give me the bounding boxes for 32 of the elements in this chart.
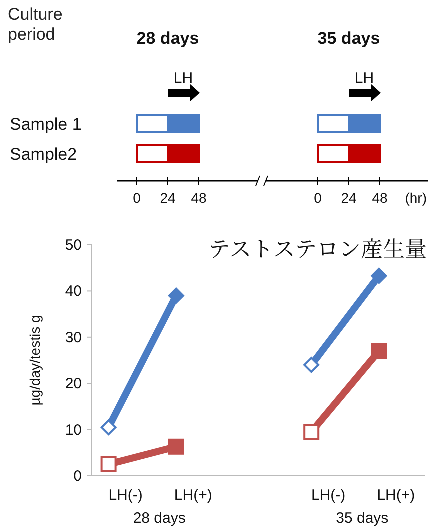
y-tick-label: 40 (65, 283, 82, 300)
text: 48 (191, 190, 207, 206)
text: (hr) (405, 190, 427, 206)
y-axis-title: µg/day/testis g (27, 315, 43, 406)
x-tick-label: LH(-) (312, 487, 346, 504)
text: 0 (133, 190, 142, 206)
text: 28 days (133, 510, 186, 527)
text: LH (174, 70, 194, 87)
text: 48 (372, 190, 388, 206)
category-label: Sample2 (10, 145, 78, 164)
category-label: Sample 1 (10, 115, 82, 134)
text: Culture period (8, 5, 63, 44)
category-label: 28 days (136, 29, 200, 48)
text: 24 (160, 190, 176, 206)
y-tick-label: 10 (65, 422, 82, 439)
text: 0 (314, 190, 322, 206)
point (371, 343, 388, 360)
chart-title: テストステロン産生量 (208, 233, 427, 264)
category-label: 35 days (318, 29, 380, 48)
point (168, 438, 184, 455)
x-tick-label: LH(+) (377, 487, 416, 504)
y-tick-label: 30 (65, 329, 82, 346)
point (168, 288, 184, 304)
x-tick-label: LH(-) (108, 487, 143, 504)
text: 35 days (336, 510, 389, 527)
y-tick-label: 50 (65, 237, 82, 254)
x-tick-label: LH(+) (174, 487, 212, 504)
point (371, 268, 388, 284)
y-tick-label: 0 (74, 468, 82, 485)
y-tick-label: 20 (65, 376, 82, 393)
text: LH (354, 70, 374, 87)
text: 24 (341, 190, 357, 206)
